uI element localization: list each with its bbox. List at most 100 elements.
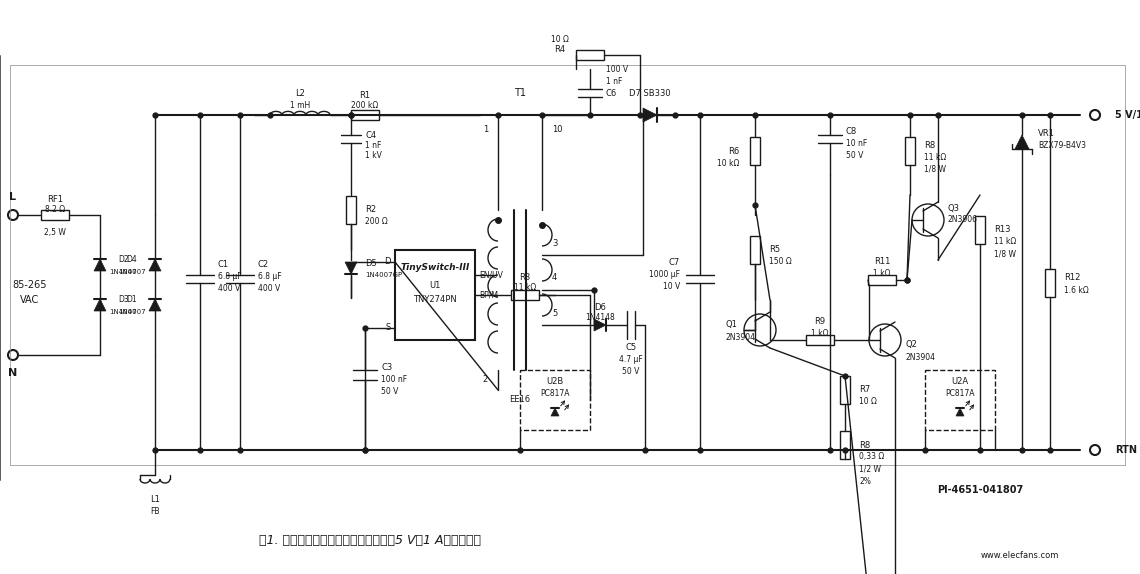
- Text: PC817A: PC817A: [945, 390, 975, 398]
- Text: C7: C7: [669, 258, 679, 267]
- Text: 200 kΩ: 200 kΩ: [351, 102, 378, 111]
- Bar: [10, 65, 1125, 465]
- Text: 100 V: 100 V: [606, 64, 628, 73]
- Text: R7: R7: [860, 386, 870, 394]
- Bar: [925, 370, 995, 430]
- Polygon shape: [956, 408, 964, 416]
- Text: R12: R12: [1064, 273, 1081, 282]
- Bar: [840, 376, 850, 404]
- Text: 11 kΩ: 11 kΩ: [994, 238, 1016, 246]
- Text: 1.6 kΩ: 1.6 kΩ: [1064, 286, 1089, 295]
- Text: C8: C8: [846, 126, 857, 135]
- Text: 1 nF: 1 nF: [606, 76, 622, 86]
- Text: 100 nF: 100 nF: [381, 375, 407, 385]
- Text: www.elecfans.com: www.elecfans.com: [980, 550, 1059, 560]
- Text: R8: R8: [860, 440, 870, 449]
- Text: L2: L2: [295, 88, 304, 98]
- Text: 1N4007: 1N4007: [119, 309, 146, 315]
- Polygon shape: [551, 408, 559, 416]
- Text: 50 V: 50 V: [381, 387, 398, 397]
- Text: VR1: VR1: [1039, 129, 1054, 138]
- Text: 10 kΩ: 10 kΩ: [717, 158, 739, 168]
- Bar: [975, 216, 985, 244]
- Text: 11 kΩ: 11 kΩ: [514, 284, 536, 293]
- Bar: [750, 236, 760, 264]
- Text: EE16: EE16: [510, 395, 530, 405]
- Text: 1N4148: 1N4148: [585, 313, 614, 323]
- Text: 10: 10: [552, 126, 562, 134]
- Text: L1: L1: [150, 495, 160, 505]
- Text: 1 kV: 1 kV: [365, 150, 382, 160]
- Text: 2N3904: 2N3904: [905, 354, 935, 363]
- Text: D5: D5: [365, 258, 376, 267]
- Bar: [576, 50, 604, 60]
- Text: 50 V: 50 V: [622, 367, 640, 375]
- Bar: [806, 335, 834, 345]
- Text: C3: C3: [381, 363, 392, 373]
- Text: L: L: [9, 192, 16, 202]
- Text: C2: C2: [258, 260, 269, 269]
- Text: 0,33 Ω: 0,33 Ω: [860, 452, 885, 461]
- Text: R13: R13: [994, 226, 1010, 235]
- Text: R5: R5: [770, 246, 780, 254]
- Text: 2%: 2%: [860, 476, 871, 486]
- Text: 150 Ω: 150 Ω: [770, 258, 792, 266]
- Polygon shape: [643, 108, 657, 122]
- Text: 1 nF: 1 nF: [365, 141, 382, 149]
- Text: Q3: Q3: [948, 204, 960, 212]
- Polygon shape: [93, 259, 106, 271]
- Text: 2N3906: 2N3906: [948, 215, 978, 224]
- Text: 5 V/1 A: 5 V/1 A: [1115, 110, 1140, 120]
- Text: 5: 5: [552, 308, 557, 317]
- Text: R1: R1: [359, 91, 371, 99]
- Text: D6: D6: [594, 302, 606, 312]
- Polygon shape: [594, 319, 606, 331]
- Text: 400 V: 400 V: [258, 284, 280, 293]
- Text: 50 V: 50 V: [846, 150, 863, 160]
- Polygon shape: [93, 299, 106, 311]
- Text: 8.2 Ω: 8.2 Ω: [44, 204, 65, 214]
- Text: 2N3904: 2N3904: [725, 333, 755, 343]
- Text: 400 V: 400 V: [218, 284, 241, 293]
- Text: Q1: Q1: [725, 320, 736, 329]
- Text: 1N4007: 1N4007: [109, 269, 137, 275]
- Text: R6: R6: [727, 146, 739, 156]
- Text: 1000 μF: 1000 μF: [649, 270, 679, 279]
- Text: 1N4007: 1N4007: [109, 309, 137, 315]
- Text: PC817A: PC817A: [540, 390, 570, 398]
- Polygon shape: [149, 259, 161, 271]
- Bar: [351, 110, 378, 120]
- Bar: [394, 250, 475, 340]
- Text: 1/8 W: 1/8 W: [994, 250, 1016, 258]
- Text: U1: U1: [430, 281, 441, 289]
- Text: 1/2 W: 1/2 W: [860, 464, 881, 474]
- Polygon shape: [345, 262, 357, 274]
- Polygon shape: [149, 299, 161, 311]
- Text: U2A: U2A: [952, 378, 969, 386]
- Text: EN/UV: EN/UV: [479, 270, 503, 280]
- Text: N: N: [8, 368, 17, 378]
- Text: 1 kΩ: 1 kΩ: [812, 328, 829, 338]
- Text: 11 kΩ: 11 kΩ: [925, 153, 946, 161]
- Text: R8: R8: [925, 141, 935, 149]
- Text: S: S: [385, 324, 391, 332]
- Text: 1N4007: 1N4007: [119, 269, 146, 275]
- Text: U2B: U2B: [546, 378, 563, 386]
- Text: 6.8 μF: 6.8 μF: [218, 272, 242, 281]
- Text: D4: D4: [127, 255, 137, 265]
- Text: 4.7 μF: 4.7 μF: [619, 355, 643, 363]
- Text: Q2: Q2: [905, 340, 917, 350]
- Text: 1 mH: 1 mH: [290, 100, 310, 110]
- Text: RTN: RTN: [1115, 445, 1137, 455]
- Text: C4: C4: [365, 130, 376, 139]
- Bar: [511, 290, 539, 300]
- Text: VAC: VAC: [21, 295, 40, 305]
- Text: 4: 4: [552, 273, 557, 282]
- Bar: [868, 275, 896, 285]
- Bar: [905, 137, 915, 165]
- Text: D7 SB330: D7 SB330: [629, 88, 670, 98]
- Bar: [347, 196, 356, 224]
- Polygon shape: [1015, 135, 1029, 149]
- Text: 1: 1: [482, 126, 488, 134]
- Text: 10 nF: 10 nF: [846, 138, 868, 148]
